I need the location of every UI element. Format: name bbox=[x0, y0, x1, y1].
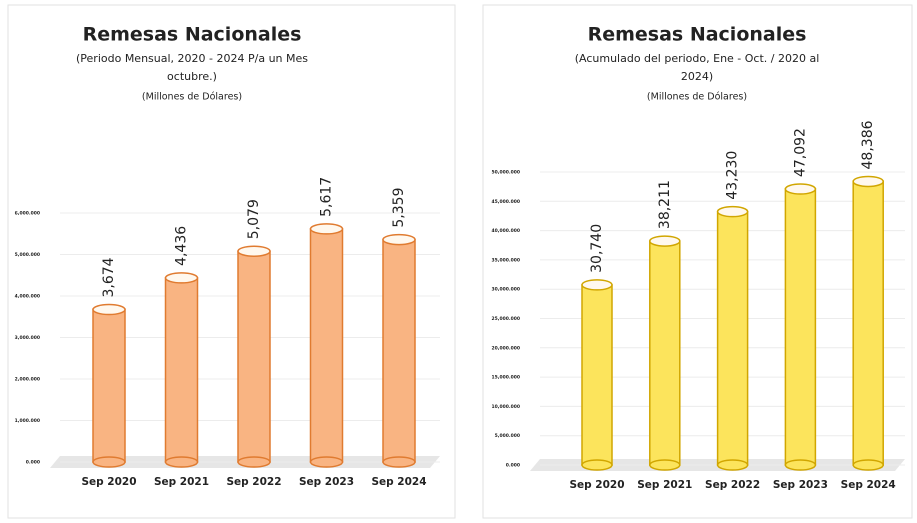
y-tick-label: 5,000.000 bbox=[15, 252, 40, 258]
y-tick-label: 0.000 bbox=[506, 463, 520, 469]
value-label: 48,386 bbox=[860, 120, 876, 169]
y-tick-label: 5,000.000 bbox=[495, 433, 520, 439]
bar-bottom bbox=[649, 459, 681, 471]
chart-title: Remesas Nacionales bbox=[588, 24, 807, 46]
panel bbox=[7, 4, 456, 519]
y-tick-label: 1,000.000 bbox=[15, 418, 40, 424]
chart-unit: (Millones de Dólares) bbox=[142, 92, 242, 103]
value-label: 47,092 bbox=[792, 128, 808, 177]
bar-top bbox=[237, 245, 271, 257]
bar bbox=[164, 272, 199, 468]
chart-subtitle: octubre.) bbox=[167, 70, 217, 83]
bar bbox=[382, 233, 416, 468]
x-tick-label: Sep 2020 bbox=[81, 476, 136, 488]
bar bbox=[237, 245, 271, 468]
bar-body bbox=[784, 188, 817, 466]
bar bbox=[649, 235, 681, 471]
bar bbox=[852, 175, 884, 471]
chart-subtitle: 2024) bbox=[681, 70, 713, 83]
bar-bottom bbox=[784, 459, 817, 471]
chart-subtitle: (Periodo Mensual, 2020 - 2024 P/a un Mes bbox=[76, 52, 308, 65]
bar-top bbox=[784, 183, 817, 195]
value-label: 38,211 bbox=[657, 180, 673, 229]
bar bbox=[92, 303, 126, 468]
y-tick-label: 10,000.000 bbox=[492, 404, 520, 410]
bar-body bbox=[309, 228, 344, 463]
bar-bottom bbox=[716, 459, 749, 471]
bar-bottom bbox=[852, 459, 884, 471]
value-label: 3,674 bbox=[101, 257, 117, 297]
y-tick-label: 3,000.000 bbox=[15, 335, 40, 341]
value-label: 4,436 bbox=[174, 226, 190, 266]
value-label: 5,079 bbox=[246, 199, 262, 239]
bar-body bbox=[581, 284, 613, 466]
y-tick-label: 35,000.000 bbox=[492, 257, 520, 263]
y-tick-label: 4,000.000 bbox=[15, 294, 40, 300]
x-tick-label: Sep 2021 bbox=[154, 476, 209, 488]
chart-unit: (Millones de Dólares) bbox=[647, 92, 747, 103]
bar-body bbox=[716, 210, 749, 466]
x-tick-label: Sep 2020 bbox=[569, 479, 624, 491]
x-tick-label: Sep 2023 bbox=[299, 476, 354, 488]
bar-top bbox=[581, 279, 613, 291]
bar bbox=[716, 205, 749, 471]
bar-top bbox=[164, 272, 199, 284]
x-tick-label: Sep 2023 bbox=[773, 479, 828, 491]
bar-body bbox=[852, 180, 884, 466]
y-tick-label: 45,000.000 bbox=[492, 199, 520, 205]
value-label: 30,740 bbox=[589, 224, 605, 273]
panel bbox=[482, 4, 913, 519]
y-tick-label: 6,000.000 bbox=[15, 211, 40, 217]
bar bbox=[784, 183, 817, 471]
y-tick-label: 30,000.000 bbox=[492, 287, 520, 293]
x-tick-label: Sep 2024 bbox=[841, 479, 896, 491]
chart-subtitle: (Acumulado del periodo, Ene - Oct. / 202… bbox=[575, 52, 820, 65]
bar-top bbox=[92, 303, 126, 316]
bar bbox=[309, 223, 344, 468]
bar-bottom bbox=[92, 456, 126, 468]
x-tick-label: Sep 2021 bbox=[637, 479, 692, 491]
y-tick-label: 50,000.000 bbox=[492, 170, 520, 176]
bar-bottom bbox=[382, 456, 416, 468]
bar-bottom bbox=[581, 459, 613, 471]
bar-body bbox=[237, 250, 271, 463]
bar-top bbox=[382, 233, 416, 246]
bar-body bbox=[649, 240, 681, 466]
bar-top bbox=[309, 223, 344, 235]
y-tick-label: 0.000 bbox=[26, 460, 40, 466]
y-tick-label: 40,000.000 bbox=[492, 228, 520, 234]
bar-top bbox=[716, 205, 749, 218]
bar bbox=[581, 279, 613, 471]
bar-body bbox=[164, 277, 199, 463]
bar-bottom bbox=[164, 456, 199, 468]
y-tick-label: 15,000.000 bbox=[492, 375, 520, 381]
x-tick-label: Sep 2024 bbox=[371, 476, 426, 488]
bar-bottom bbox=[237, 456, 271, 468]
y-tick-label: 2,000.000 bbox=[15, 377, 40, 383]
y-tick-label: 20,000.000 bbox=[492, 345, 520, 351]
bar-top bbox=[649, 235, 681, 247]
bar-body bbox=[92, 308, 126, 463]
x-tick-label: Sep 2022 bbox=[705, 479, 760, 491]
value-label: 5,359 bbox=[391, 188, 407, 228]
y-tick-label: 25,000.000 bbox=[492, 316, 520, 322]
value-label: 5,617 bbox=[319, 177, 335, 217]
bar-body bbox=[382, 238, 416, 463]
value-label: 43,230 bbox=[725, 151, 741, 200]
bar-top bbox=[852, 175, 884, 188]
bar-bottom bbox=[309, 456, 344, 468]
chart-title: Remesas Nacionales bbox=[83, 24, 302, 46]
x-tick-label: Sep 2022 bbox=[226, 476, 281, 488]
